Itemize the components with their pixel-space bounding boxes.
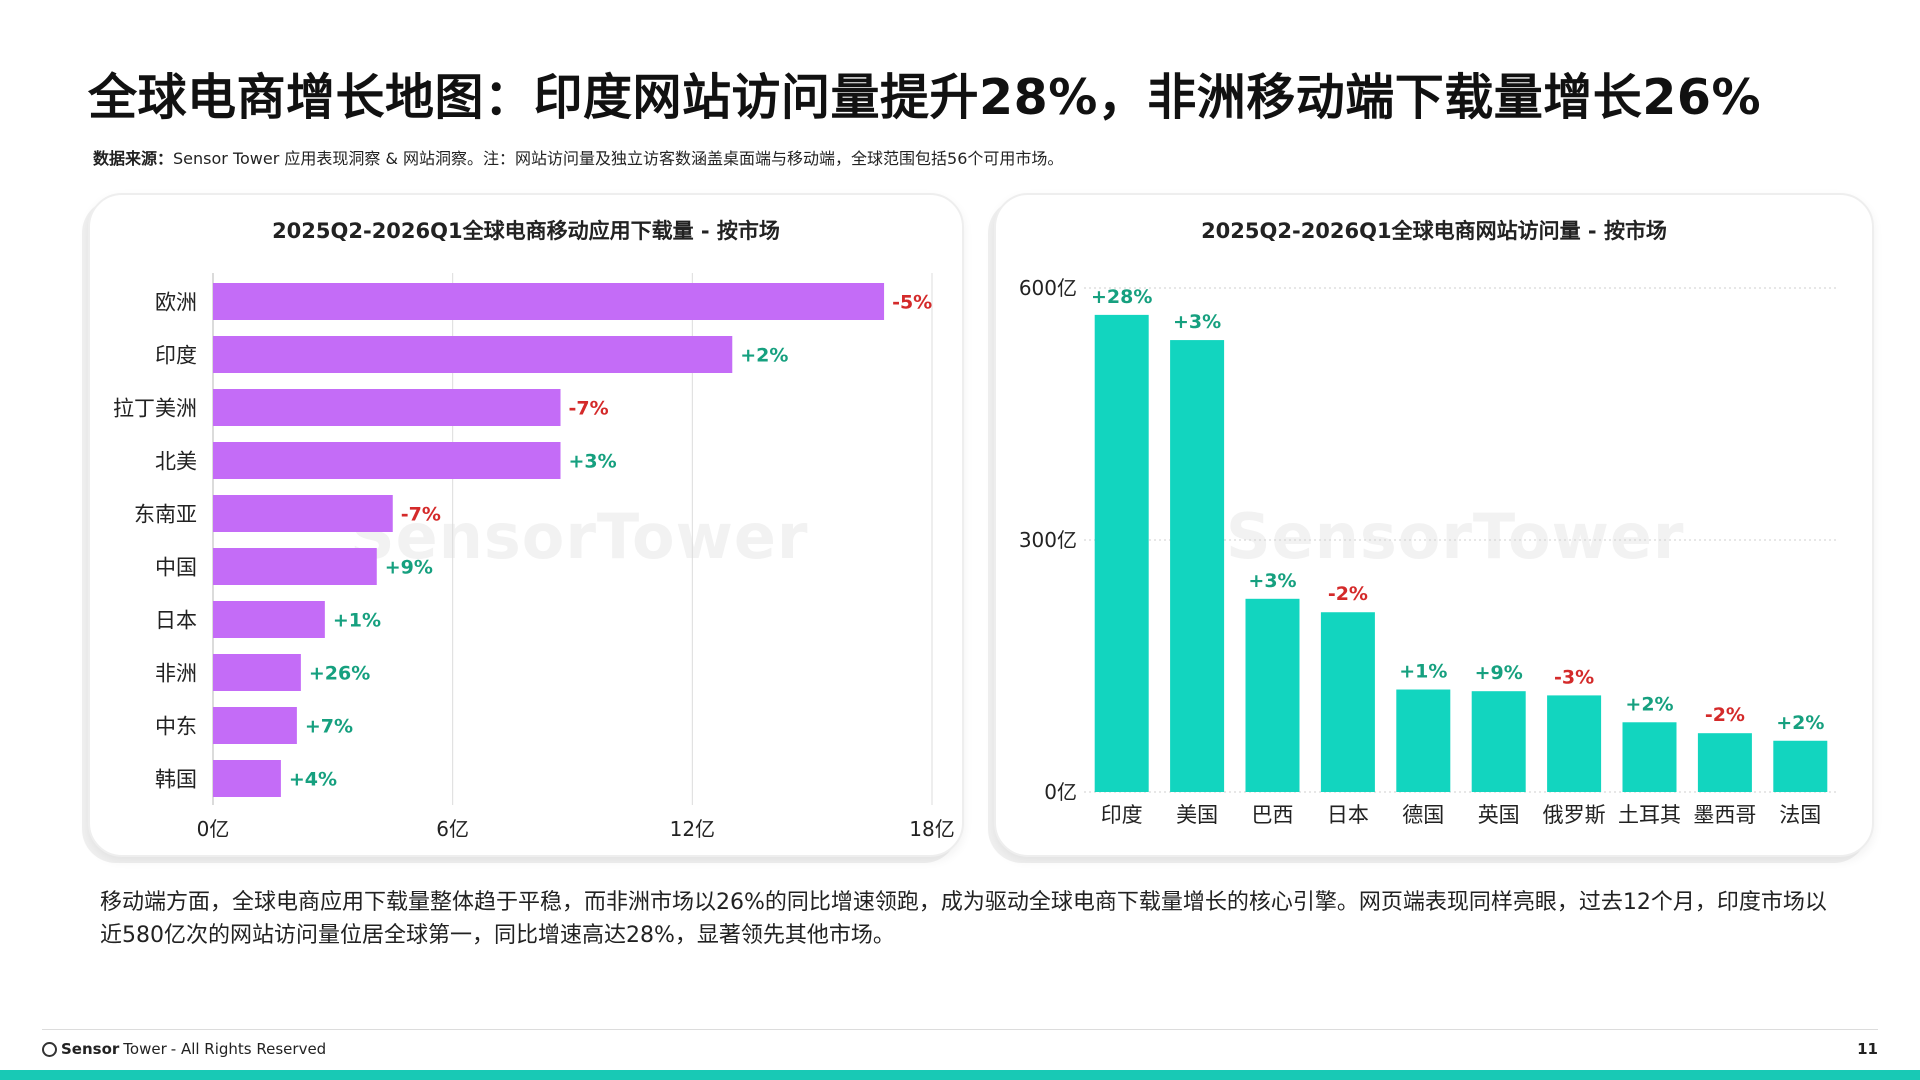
category-label: 拉丁美洲 [113, 397, 197, 421]
downloads-chart-card: SensorTower 2025Q2-2026Q1全球电商移动应用下载量 - 按… [88, 193, 964, 857]
summary-paragraph: 移动端方面，全球电商应用下载量整体趋于平稳，而非洲市场以26%的同比增速领跑，成… [100, 890, 1827, 948]
visits-chart-title: 2025Q2-2026Q1全球电商网站访问量 - 按市场 [1201, 219, 1667, 243]
change-label: -5% [892, 292, 932, 314]
x-tick-label: 12亿 [670, 817, 715, 841]
bottom-accent-bar [0, 1070, 1920, 1080]
bar [1773, 740, 1828, 792]
x-tick-label: 18亿 [909, 817, 954, 841]
category-label: 韩国 [155, 768, 197, 792]
bar [213, 548, 377, 585]
change-label: +28% [1091, 286, 1152, 308]
change-label: +2% [1625, 693, 1673, 715]
data-source-lead: 数据来源： [93, 149, 174, 168]
bar [1094, 314, 1149, 792]
category-label: 中国 [155, 556, 197, 580]
bar [1697, 733, 1752, 792]
downloads-bar-chart: 0亿 6亿 12亿 18亿 欧洲 -5% 印度 +2% 拉丁美洲 -7% 北美 +3% 东南亚 -7% 中国… [113, 273, 955, 841]
category-label: 俄罗斯 [1543, 803, 1606, 827]
bar [1396, 689, 1451, 792]
change-label: -7% [401, 504, 441, 526]
bar [213, 442, 561, 479]
data-source-text: Sensor Tower 应用表现洞察 & 网站洞察。注：网站访问量及独立访客数… [173, 149, 1064, 168]
x-tick-label: 6亿 [436, 817, 469, 841]
category-label: 美国 [1176, 803, 1218, 827]
category-label: 德国 [1402, 803, 1444, 827]
change-label: -3% [1554, 666, 1594, 688]
change-label: -2% [1328, 583, 1368, 605]
footer-brand: Sensor Tower - All Rights Reserved [42, 1040, 326, 1058]
sensortower-logo-icon [42, 1041, 57, 1057]
change-label: +9% [385, 557, 433, 579]
y-tick-label: 300亿 [1019, 528, 1077, 552]
bar [213, 389, 561, 426]
category-label: 欧洲 [155, 291, 197, 315]
change-label: -7% [569, 398, 609, 420]
visits-bar-chart: 0亿 300亿 600亿 +28% 印度 +3% 美国 +3% 巴西 -2% 日本 +1% 德国 +9% 英… [1019, 276, 1838, 827]
bar [1170, 340, 1225, 792]
change-label: +4% [289, 769, 337, 791]
change-label: +1% [333, 610, 381, 632]
category-label: 日本 [155, 609, 197, 633]
bar [1245, 598, 1300, 792]
bar [1471, 691, 1526, 792]
category-label: 英国 [1478, 803, 1520, 827]
bar [213, 654, 301, 691]
page-number: 11 [1857, 1040, 1878, 1058]
data-source-note: 数据来源：Sensor Tower 应用表现洞察 & 网站洞察。注：网站访问量及… [93, 145, 1063, 169]
bar [213, 707, 297, 744]
y-tick-label: 600亿 [1019, 276, 1077, 300]
y-tick-label: 0亿 [1044, 780, 1077, 804]
footer-divider [42, 1029, 1878, 1030]
bar [1320, 612, 1375, 792]
change-label: -2% [1705, 704, 1745, 726]
category-label: 非洲 [155, 662, 197, 686]
x-tick-label: 0亿 [197, 817, 230, 841]
bar [1622, 722, 1677, 792]
category-label: 印度 [1101, 803, 1143, 827]
category-label: 墨西哥 [1693, 803, 1756, 827]
category-label: 印度 [155, 344, 197, 368]
category-label: 法国 [1779, 803, 1821, 827]
category-label: 北美 [155, 450, 197, 474]
change-label: +9% [1475, 662, 1523, 684]
change-label: +3% [1248, 570, 1296, 592]
visits-chart-card: SensorTower 2025Q2-2026Q1全球电商网站访问量 - 按市场… [994, 193, 1874, 857]
bar [213, 760, 281, 797]
footer-rights: - All Rights Reserved [170, 1040, 327, 1058]
change-label: +2% [1776, 712, 1824, 734]
footer-brand-bold: Sensor [61, 1040, 120, 1058]
page-title: 全球电商增长地图：印度网站访问量提升28%，非洲移动端下载量增长26% [88, 69, 1762, 126]
category-label: 巴西 [1252, 803, 1294, 827]
category-label: 中东 [155, 715, 197, 739]
category-label: 日本 [1327, 803, 1369, 827]
bar [1547, 695, 1602, 792]
change-label: +3% [569, 451, 617, 473]
bar [213, 601, 325, 638]
bar [213, 336, 733, 373]
category-label: 东南亚 [134, 503, 197, 527]
change-label: +1% [1399, 661, 1447, 683]
change-label: +7% [305, 716, 353, 738]
change-label: +2% [740, 345, 788, 367]
downloads-chart-title: 2025Q2-2026Q1全球电商移动应用下载量 - 按市场 [272, 219, 780, 243]
footer-brand-rest: Tower [123, 1040, 167, 1058]
bar [213, 495, 393, 532]
change-label: +26% [309, 663, 370, 685]
change-label: +3% [1173, 311, 1221, 333]
category-label: 土耳其 [1618, 803, 1681, 827]
bar [213, 283, 885, 320]
